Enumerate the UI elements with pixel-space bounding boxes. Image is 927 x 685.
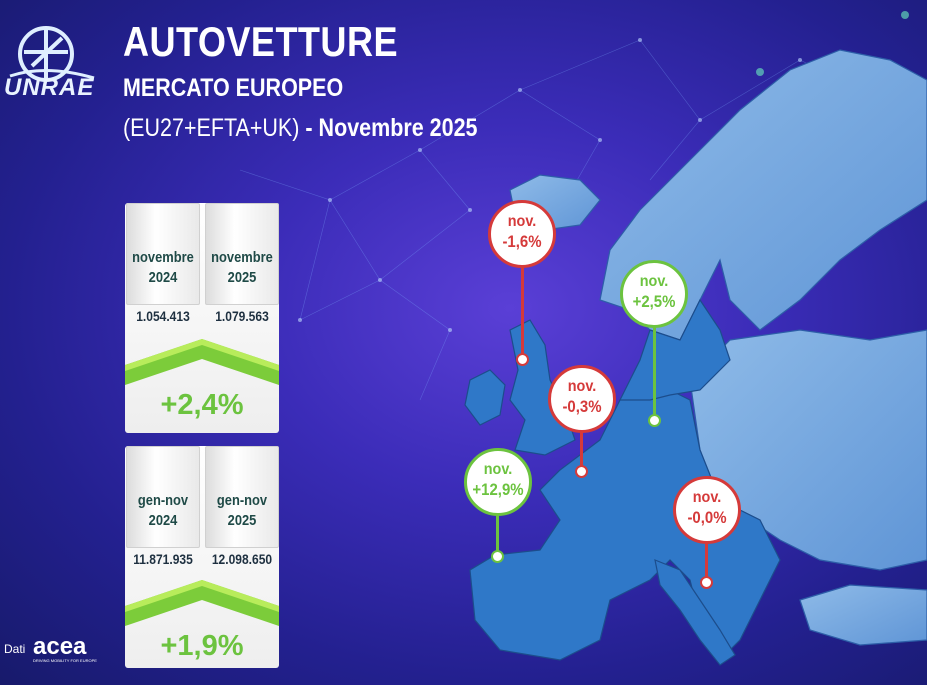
monthly-col-2025: novembre 2025 1.079.563 bbox=[205, 203, 279, 324]
monthly-card: novembre 2024 1.054.413 novembre 2025 1.07… bbox=[121, 203, 279, 433]
monthly-col-2024: novembre 2024 1.054.413 bbox=[126, 203, 200, 324]
col-label-year: 2025 bbox=[227, 269, 257, 286]
marker-stem bbox=[521, 262, 524, 357]
separator-text: - bbox=[299, 114, 319, 142]
col-label-year: 2024 bbox=[148, 512, 178, 529]
turkey-shape bbox=[799, 584, 927, 646]
marker-label: nov. bbox=[639, 273, 669, 290]
marker-stem bbox=[705, 538, 708, 580]
ytd-col-2025: gen-nov 2025 12.098.650 bbox=[205, 446, 279, 567]
monthly-change: +2,4% bbox=[160, 389, 244, 421]
source-label: Dati bbox=[4, 642, 26, 656]
marker-germany: nov. +2,5% bbox=[620, 260, 688, 328]
ytd-change: +1,9% bbox=[160, 630, 244, 662]
marker-label: nov. bbox=[692, 489, 722, 506]
up-chevron-icon bbox=[125, 580, 279, 626]
col-value: 11.871.935 bbox=[133, 551, 193, 567]
ytd-card: gen-nov 2024 11.871.935 gen-nov 2025 12.09… bbox=[121, 446, 279, 668]
marker-spain: nov. +12,9% bbox=[464, 448, 532, 516]
marker-dot bbox=[491, 550, 504, 563]
period-text: Novembre 2025 bbox=[318, 114, 478, 142]
col-label-year: 2024 bbox=[148, 269, 178, 286]
marker-dot bbox=[575, 465, 588, 478]
marker-label: nov. bbox=[483, 461, 513, 478]
col-label-month: novembre bbox=[132, 249, 194, 266]
marker-value: +12,9% bbox=[472, 480, 524, 499]
marker-label: nov. bbox=[567, 378, 597, 395]
col-label-year: 2025 bbox=[227, 512, 257, 529]
marker-dot bbox=[648, 414, 661, 427]
marker-value: -0,0% bbox=[687, 508, 727, 527]
logo-text: UNRAE bbox=[4, 74, 95, 101]
marker-label: nov. bbox=[507, 213, 537, 230]
col-value: 1.054.413 bbox=[136, 308, 190, 324]
marker-value: -1,6% bbox=[502, 232, 542, 251]
marker-stem bbox=[496, 510, 499, 554]
marker-stem bbox=[580, 428, 583, 468]
col-value: 12.098.650 bbox=[211, 551, 273, 567]
marker-value: -0,3% bbox=[562, 397, 602, 416]
up-chevron-icon bbox=[125, 339, 279, 385]
unrae-logo bbox=[9, 26, 95, 82]
period-line: (EU27+EFTA+UK) - Novembre 2025 bbox=[123, 114, 477, 143]
acea-tagline: DRIVING MOBILITY FOR EUROPE bbox=[33, 658, 97, 663]
italy-shape bbox=[654, 559, 736, 666]
ytd-col-2024: gen-nov 2024 11.871.935 bbox=[126, 446, 200, 567]
col-label-month: gen-nov bbox=[137, 492, 189, 509]
marker-france: nov. -0,3% bbox=[548, 365, 616, 433]
page-subtitle: MERCATO EUROPEO bbox=[123, 74, 344, 102]
marker-dot bbox=[516, 353, 529, 366]
marker-stem bbox=[653, 322, 656, 418]
continental-eu-shape bbox=[469, 379, 781, 662]
nordic-eu-shape bbox=[619, 298, 731, 401]
marker-uk: nov. -1,6% bbox=[488, 200, 556, 268]
marker-dot bbox=[700, 576, 713, 589]
col-label-month: gen-nov bbox=[216, 492, 268, 509]
marker-italy: nov. -0,0% bbox=[673, 476, 741, 544]
col-label-month: novembre bbox=[211, 249, 273, 266]
marker-value: +2,5% bbox=[632, 292, 676, 311]
acea-logo: acea bbox=[33, 633, 87, 660]
ireland-shape bbox=[464, 369, 506, 426]
col-value: 1.079.563 bbox=[215, 308, 269, 324]
scope-text: (EU27+EFTA+UK) bbox=[123, 114, 300, 142]
page-title: AUTOVETTURE bbox=[123, 18, 398, 65]
